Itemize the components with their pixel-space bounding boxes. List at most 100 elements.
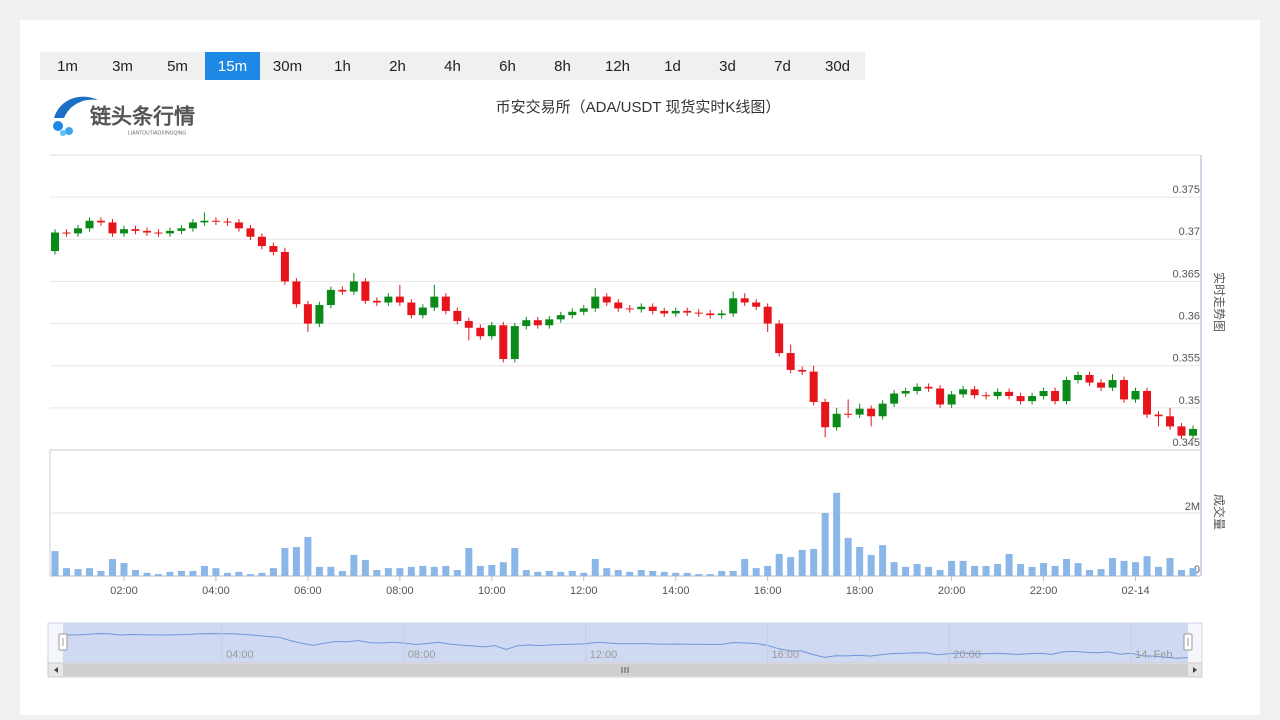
volume-bar: [925, 566, 933, 576]
candle-body: [959, 389, 968, 395]
volume-bar: [1074, 563, 1082, 576]
volume-bar: [591, 558, 599, 576]
volume-bar: [798, 549, 806, 576]
volume-bar: [1028, 566, 1036, 576]
candle-body: [1062, 380, 1071, 402]
candle-body: [775, 323, 784, 354]
volume-bar: [741, 558, 749, 576]
volume-bar: [246, 574, 254, 576]
candle-body: [188, 222, 197, 229]
volume-bar: [419, 565, 427, 576]
interval-button[interactable]: 15m: [205, 52, 260, 80]
volume-bar: [1166, 558, 1174, 576]
candle-body: [1085, 374, 1094, 383]
candle-body: [361, 281, 370, 301]
volume-bar: [614, 570, 622, 576]
candle-body: [200, 220, 209, 223]
interval-button[interactable]: 2h: [370, 52, 425, 80]
zoom-selection: [63, 623, 1188, 663]
candle-body: [556, 315, 565, 320]
volume-bar: [879, 545, 887, 576]
x-tick-label: 02:00: [110, 585, 138, 597]
volume-bar: [327, 566, 335, 576]
interval-button[interactable]: 7d: [755, 52, 810, 80]
candle-body: [717, 313, 726, 316]
volume-bar: [212, 568, 220, 576]
volume-bar: [315, 566, 323, 576]
volume-bar: [143, 572, 151, 576]
volume-bar: [775, 553, 783, 576]
candle-body: [211, 220, 220, 222]
zoom-label: 08:00: [408, 649, 436, 661]
volume-bar: [580, 572, 588, 576]
volume-bar: [396, 568, 404, 576]
volume-bar: [442, 565, 450, 576]
volume-bar: [499, 562, 507, 576]
volume-bar: [729, 570, 737, 576]
interval-button[interactable]: 1m: [40, 52, 95, 80]
interval-button[interactable]: 30m: [260, 52, 315, 80]
candle-body: [1154, 414, 1163, 417]
volume-bar: [476, 565, 484, 576]
volume-bar: [603, 568, 611, 576]
candle-body: [533, 320, 542, 326]
logo-dot: [60, 130, 66, 136]
candle-body: [913, 386, 922, 391]
interval-button[interactable]: 3d: [700, 52, 755, 80]
volume-bar: [1155, 566, 1163, 576]
volume-bar: [1040, 563, 1048, 576]
candle-body: [453, 310, 462, 322]
volume-bar: [672, 572, 680, 576]
volume-bar: [695, 574, 703, 576]
y-tick-label: 0.365: [1172, 268, 1200, 280]
y-tick-label: 0.36: [1179, 310, 1200, 322]
candle-body: [441, 296, 450, 311]
x-tick-label: 14:00: [662, 585, 690, 597]
volume-bar: [1189, 568, 1197, 576]
volume-bar: [154, 574, 162, 576]
y-tick-label: 0.35: [1179, 395, 1200, 407]
candle-body: [142, 230, 151, 233]
interval-button[interactable]: 1h: [315, 52, 370, 80]
y-tick-label: 2M: [1185, 501, 1200, 513]
candle-body: [246, 228, 255, 237]
interval-button[interactable]: 30d: [810, 52, 865, 80]
interval-button[interactable]: 12h: [590, 52, 645, 80]
candle-body: [418, 307, 427, 316]
volume-bar: [844, 537, 852, 576]
y-tick-label: 0.375: [1172, 184, 1200, 196]
candle-body: [740, 298, 749, 303]
interval-button[interactable]: 5m: [150, 52, 205, 80]
volume-bar: [637, 570, 645, 576]
interval-button[interactable]: 8h: [535, 52, 590, 80]
volume-bar: [281, 547, 289, 576]
volume-bar: [626, 571, 634, 576]
x-tick-label: 04:00: [202, 585, 230, 597]
scrollbar-arrow: [54, 667, 58, 673]
volume-bar: [51, 551, 59, 576]
candle-body: [752, 302, 761, 307]
volume-bar: [1132, 562, 1140, 576]
interval-button[interactable]: 4h: [425, 52, 480, 80]
candle-body: [487, 325, 496, 337]
volume-bar: [120, 563, 128, 576]
volume-bar: [568, 570, 576, 576]
volume-bar: [166, 571, 174, 576]
volume-bar: [810, 548, 818, 576]
candle-body: [602, 296, 611, 303]
candle-body: [798, 369, 807, 372]
interval-button[interactable]: 1d: [645, 52, 700, 80]
candle-body: [165, 230, 174, 234]
volume-bar: [752, 568, 760, 576]
zoom-label: 04:00: [226, 649, 254, 661]
interval-button[interactable]: 6h: [480, 52, 535, 80]
candle-body: [131, 229, 140, 231]
candle-body: [395, 296, 404, 303]
interval-toolbar: 1m 3m 5m 15m 30m 1h 2h 4h 6h 8h 12h 1d 3d 7d 30d: [40, 52, 865, 80]
candle-body: [786, 353, 795, 370]
volume-bar: [1063, 558, 1071, 576]
candle-body: [1005, 391, 1014, 397]
volume-bar: [902, 566, 910, 576]
interval-button[interactable]: 3m: [95, 52, 150, 80]
volume-bar: [1005, 553, 1013, 576]
